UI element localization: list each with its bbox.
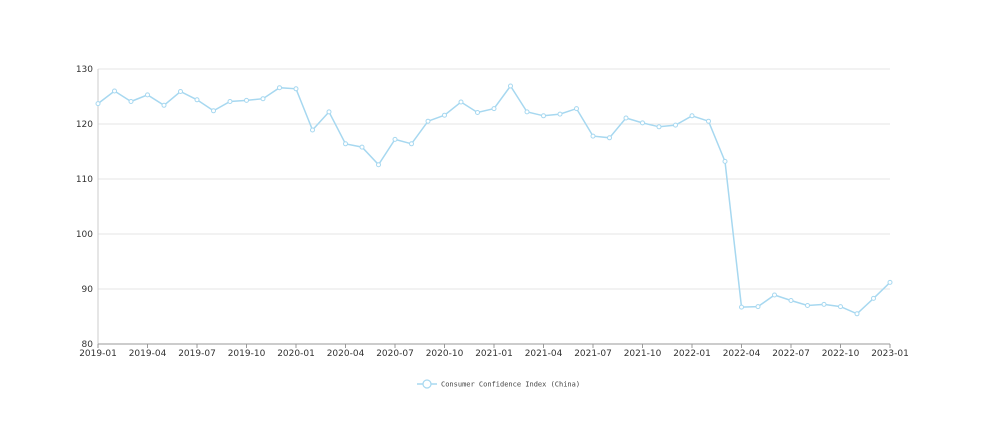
- x-tick-label: 2021-04: [525, 349, 563, 359]
- data-point[interactable]: [557, 111, 563, 117]
- data-point[interactable]: [755, 304, 761, 310]
- data-point[interactable]: [788, 298, 794, 303]
- data-point[interactable]: [673, 122, 678, 128]
- y-tick-label: 120: [76, 120, 93, 130]
- data-point[interactable]: [656, 124, 662, 130]
- data-point[interactable]: [211, 108, 216, 114]
- data-point[interactable]: [854, 311, 860, 317]
- data-point[interactable]: [359, 144, 365, 150]
- series: [95, 83, 893, 317]
- data-point[interactable]: [623, 115, 629, 121]
- data-point[interactable]: [376, 162, 381, 168]
- x-tick-label: 2021-10: [624, 349, 662, 359]
- series-line: [97, 84, 891, 315]
- x-tick-label: 2020-04: [327, 349, 365, 359]
- data-point[interactable]: [871, 295, 876, 301]
- y-tick-label: 110: [76, 175, 93, 185]
- data-point[interactable]: [640, 120, 645, 126]
- data-point[interactable]: [838, 304, 843, 310]
- data-point[interactable]: [326, 109, 332, 115]
- data-point[interactable]: [706, 118, 711, 124]
- data-point[interactable]: [293, 86, 299, 92]
- x-tick-label: 2019-04: [129, 349, 167, 359]
- x-tick-label: 2023-01: [871, 349, 909, 359]
- data-point[interactable]: [508, 83, 513, 89]
- data-point[interactable]: [574, 106, 579, 112]
- data-point[interactable]: [805, 303, 810, 308]
- data-point[interactable]: [458, 99, 464, 105]
- data-point[interactable]: [227, 99, 233, 104]
- data-point[interactable]: [590, 133, 596, 139]
- data-point[interactable]: [343, 141, 348, 147]
- data-point[interactable]: [689, 113, 695, 119]
- legend[interactable]: Consumer Confidence Index (China): [417, 379, 580, 389]
- data-point[interactable]: [475, 110, 480, 115]
- x-tick-label: 2019-01: [79, 349, 117, 359]
- axes: 80 90 100 110 120 130 2019-01 2019-04 2019-07 201…: [76, 65, 909, 359]
- data-point[interactable]: [392, 136, 398, 142]
- x-tick-label: 2022-04: [723, 349, 761, 359]
- data-point[interactable]: [442, 112, 447, 118]
- data-point[interactable]: [541, 113, 546, 119]
- x-tick-label: 2020-01: [277, 349, 315, 359]
- data-point[interactable]: [409, 141, 414, 147]
- data-point[interactable]: [277, 85, 282, 91]
- x-tick-label: 2019-10: [228, 349, 266, 359]
- data-point[interactable]: [524, 109, 530, 115]
- data-point[interactable]: [722, 158, 728, 164]
- data-point[interactable]: [145, 92, 150, 98]
- data-point[interactable]: [128, 99, 134, 104]
- data-point[interactable]: [260, 96, 266, 102]
- data-point[interactable]: [425, 118, 431, 124]
- data-point[interactable]: [491, 106, 497, 112]
- legend-item[interactable]: Consumer Confidence Index (China): [417, 379, 580, 389]
- y-tick-label: 100: [76, 230, 93, 240]
- x-tick-label: 2022-07: [772, 349, 810, 359]
- data-point[interactable]: [178, 89, 183, 94]
- y-tick-label: 90: [82, 285, 94, 295]
- data-point[interactable]: [739, 304, 744, 310]
- y-tick-label: 130: [76, 65, 93, 75]
- data-point[interactable]: [607, 135, 612, 141]
- x-tick-label: 2021-01: [475, 349, 513, 359]
- data-point[interactable]: [95, 101, 101, 107]
- data-point[interactable]: [887, 279, 893, 285]
- data-point[interactable]: [112, 88, 117, 94]
- x-tick-label: 2021-07: [574, 349, 612, 359]
- x-tick-label: 2019-07: [178, 349, 216, 359]
- data-point[interactable]: [161, 102, 167, 108]
- y-tick-label: 80: [82, 340, 94, 350]
- data-point[interactable]: [244, 97, 249, 103]
- data-point[interactable]: [310, 127, 315, 133]
- x-tick-label: 2022-10: [822, 349, 860, 359]
- x-tick-label: 2022-01: [673, 349, 711, 359]
- x-tick-label: 2020-10: [426, 349, 464, 359]
- legend-marker-icon: [422, 379, 432, 389]
- x-tick-label: 2020-07: [376, 349, 414, 359]
- data-point[interactable]: [194, 97, 200, 103]
- data-point[interactable]: [772, 292, 777, 298]
- grid: [98, 68, 890, 290]
- legend-label: Consumer Confidence Index (China): [441, 381, 580, 389]
- data-point[interactable]: [821, 301, 827, 307]
